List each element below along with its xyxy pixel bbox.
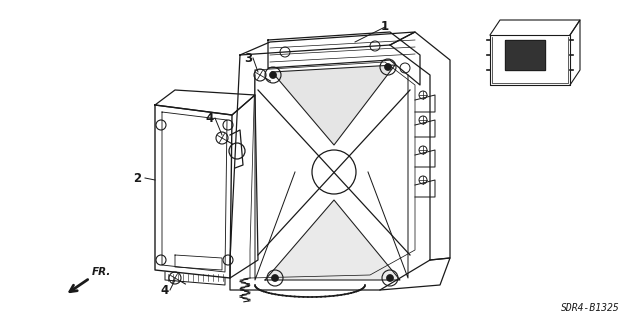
Polygon shape [265,200,400,280]
Circle shape [387,275,394,281]
Circle shape [271,275,278,281]
Polygon shape [505,40,545,70]
Text: FR.: FR. [92,267,111,277]
Text: 4: 4 [206,112,214,124]
Circle shape [269,71,276,78]
Text: 1: 1 [381,20,389,33]
Text: 4: 4 [161,284,169,296]
Text: SDR4-B1325: SDR4-B1325 [561,303,620,313]
Text: 3: 3 [244,51,252,64]
Text: 2: 2 [133,172,141,184]
Circle shape [385,63,392,70]
Polygon shape [272,65,395,145]
